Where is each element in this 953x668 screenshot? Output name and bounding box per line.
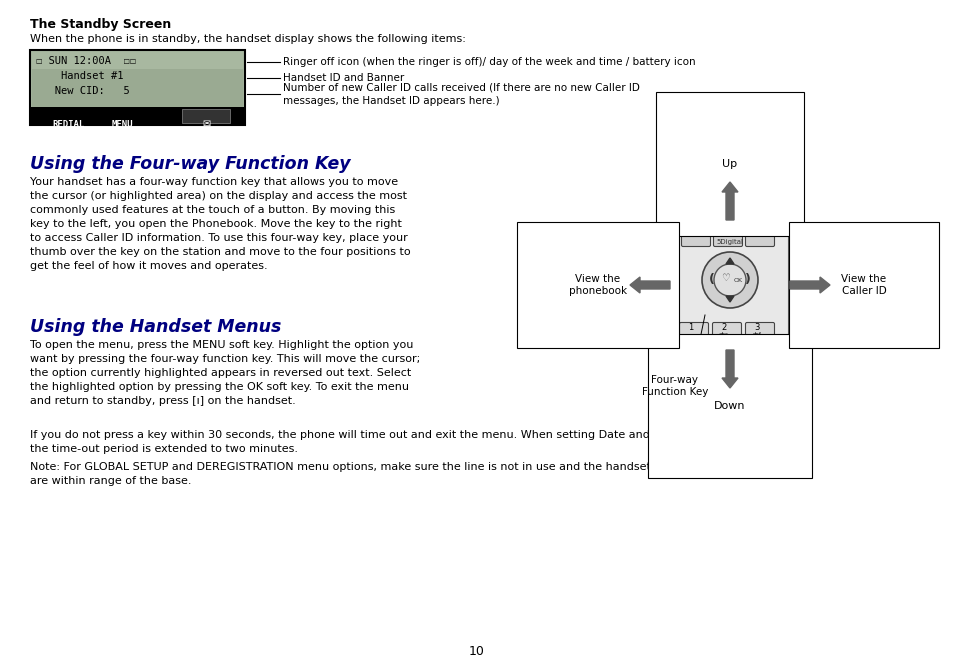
Polygon shape — [725, 296, 733, 302]
FancyArrow shape — [721, 350, 738, 388]
Text: New CID:   5: New CID: 5 — [36, 86, 130, 96]
Text: abc: abc — [719, 331, 728, 337]
Text: Handset ID and Banner: Handset ID and Banner — [283, 73, 404, 83]
FancyBboxPatch shape — [744, 323, 774, 339]
Bar — [30, 50, 245, 125]
Text: Using the Four-way Function Key: Using the Four-way Function Key — [30, 155, 351, 173]
Text: 3: 3 — [754, 323, 759, 331]
FancyBboxPatch shape — [744, 232, 774, 246]
Text: ): ) — [744, 273, 750, 287]
Text: (: ( — [708, 273, 714, 287]
Text: 5Digital: 5Digital — [716, 239, 742, 245]
Polygon shape — [725, 258, 733, 264]
Text: MENU: MENU — [112, 120, 133, 129]
Text: Up: Up — [721, 159, 737, 169]
Text: When the phone is in standby, the handset display shows the following items:: When the phone is in standby, the handse… — [30, 34, 465, 44]
FancyArrow shape — [721, 182, 738, 220]
FancyBboxPatch shape — [670, 221, 788, 349]
Text: Down: Down — [714, 401, 745, 411]
Text: def: def — [752, 331, 760, 337]
Text: Handset #1: Handset #1 — [36, 71, 123, 81]
Bar — [32, 69, 243, 122]
Circle shape — [713, 264, 745, 296]
Text: If you do not press a key within 30 seconds, the phone will time out and exit th: If you do not press a key within 30 seco… — [30, 430, 683, 454]
FancyArrow shape — [789, 277, 829, 293]
FancyBboxPatch shape — [679, 323, 708, 339]
Text: 2: 2 — [720, 323, 726, 331]
Text: Four-way
Function Key: Four-way Function Key — [641, 375, 707, 397]
Text: Number of new Caller ID calls received (If there are no new Caller ID
messages, : Number of new Caller ID calls received (… — [283, 82, 639, 106]
FancyBboxPatch shape — [680, 232, 710, 246]
Text: View the
Caller ID: View the Caller ID — [841, 274, 885, 296]
FancyBboxPatch shape — [712, 323, 740, 339]
Text: 1: 1 — [688, 323, 693, 331]
Text: OK: OK — [733, 277, 741, 283]
Bar — [30, 107, 245, 125]
Text: ♡: ♡ — [720, 273, 729, 283]
Text: Note: For GLOBAL SETUP and DEREGISTRATION menu options, make sure the line is no: Note: For GLOBAL SETUP and DEREGISTRATIO… — [30, 462, 656, 486]
Text: ☐ SUN 12:00A  ☐☐: ☐ SUN 12:00A ☐☐ — [36, 56, 136, 66]
Text: Ringer off icon (when the ringer is off)/ day of the week and time / battery ico: Ringer off icon (when the ringer is off)… — [283, 57, 695, 67]
Text: The Standby Screen: The Standby Screen — [30, 18, 172, 31]
Text: 10: 10 — [469, 645, 484, 658]
Text: Your handset has a four-way function key that allows you to move
the cursor (or : Your handset has a four-way function key… — [30, 177, 410, 271]
Circle shape — [701, 252, 758, 308]
Text: To open the menu, press the MENU soft key. Highlight the option you
want by pres: To open the menu, press the MENU soft ke… — [30, 340, 420, 406]
Text: View the
phonebook: View the phonebook — [568, 274, 626, 296]
Bar — [182, 109, 230, 123]
FancyArrow shape — [629, 277, 669, 293]
FancyBboxPatch shape — [713, 232, 741, 246]
Text: ✉: ✉ — [202, 119, 210, 129]
Text: Using the Handset Menus: Using the Handset Menus — [30, 318, 281, 336]
Text: REDIAL: REDIAL — [52, 120, 84, 129]
